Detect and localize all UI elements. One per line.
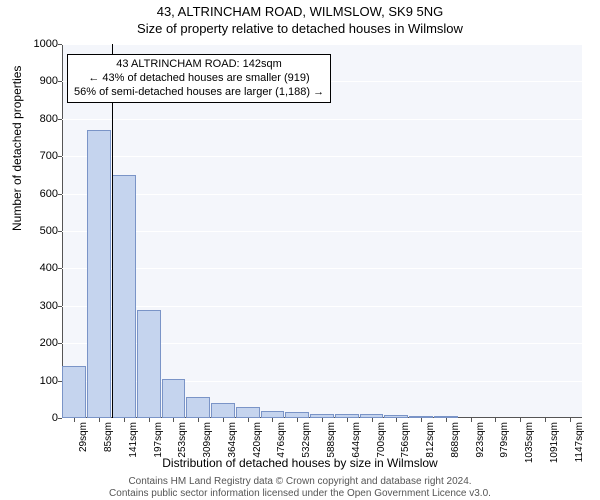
x-tick-mark <box>322 418 323 422</box>
x-tick-label: 979sqm <box>499 422 510 458</box>
y-tick-mark <box>58 81 62 82</box>
x-tick-label: 29sqm <box>78 422 89 452</box>
x-tick-label: 700sqm <box>376 422 387 458</box>
y-tick-label: 700 <box>14 150 58 162</box>
x-tick-mark <box>372 418 373 422</box>
y-tick-mark <box>58 231 62 232</box>
annotation-box: 43 ALTRINCHAM ROAD: 142sqm ← 43% of deta… <box>67 54 331 103</box>
gridline <box>62 44 582 45</box>
y-tick-mark <box>58 268 62 269</box>
y-tick-label: 900 <box>14 75 58 87</box>
x-tick-label: 309sqm <box>202 422 213 458</box>
gridline <box>62 306 582 307</box>
x-tick-label: 923sqm <box>475 422 486 458</box>
y-tick-label: 500 <box>14 225 58 237</box>
y-tick-label: 1000 <box>14 38 58 50</box>
histogram-bar <box>112 175 136 418</box>
y-tick-mark <box>58 156 62 157</box>
y-tick-mark <box>58 381 62 382</box>
x-tick-label: 1091sqm <box>549 422 560 463</box>
x-tick-mark <box>421 418 422 422</box>
gridline <box>62 268 582 269</box>
y-tick-mark <box>58 343 62 344</box>
y-tick-mark <box>58 194 62 195</box>
x-tick-label: 141sqm <box>128 422 139 458</box>
y-tick-mark <box>58 44 62 45</box>
x-tick-label: 812sqm <box>425 422 436 458</box>
annotation-line1: 43 ALTRINCHAM ROAD: 142sqm <box>74 58 324 72</box>
y-tick-label: 800 <box>14 113 58 125</box>
x-tick-mark <box>99 418 100 422</box>
x-tick-label: 756sqm <box>400 422 411 458</box>
annotation-line2: ← 43% of detached houses are smaller (91… <box>74 72 324 86</box>
y-tick-label: 0 <box>14 412 58 424</box>
x-tick-label: 364sqm <box>227 422 238 458</box>
gridline <box>62 119 582 120</box>
x-tick-label: 476sqm <box>276 422 287 458</box>
y-tick-mark <box>58 119 62 120</box>
x-tick-mark <box>495 418 496 422</box>
x-tick-mark <box>545 418 546 422</box>
y-tick-mark <box>58 306 62 307</box>
y-tick-mark <box>58 418 62 419</box>
x-tick-mark <box>471 418 472 422</box>
x-tick-mark <box>149 418 150 422</box>
x-tick-label: 868sqm <box>450 422 461 458</box>
x-tick-label: 253sqm <box>177 422 188 458</box>
y-tick-label: 300 <box>14 300 58 312</box>
x-tick-label: 532sqm <box>301 422 312 458</box>
gridline <box>62 156 582 157</box>
x-tick-mark <box>74 418 75 422</box>
histogram-bar <box>236 407 260 418</box>
histogram-bar <box>87 130 111 418</box>
x-tick-mark <box>570 418 571 422</box>
chart-container: 43, ALTRINCHAM ROAD, WILMSLOW, SK9 5NG S… <box>0 0 600 500</box>
x-tick-mark <box>396 418 397 422</box>
y-tick-label: 600 <box>14 188 58 200</box>
x-tick-mark <box>272 418 273 422</box>
histogram-bar <box>162 379 186 418</box>
x-tick-mark <box>248 418 249 422</box>
x-tick-label: 1035sqm <box>524 422 535 463</box>
page-title-line2: Size of property relative to detached ho… <box>0 20 600 37</box>
gridline <box>62 231 582 232</box>
histogram-bar <box>211 403 235 418</box>
x-tick-mark <box>297 418 298 422</box>
x-tick-label: 420sqm <box>252 422 263 458</box>
annotation-line3: 56% of semi-detached houses are larger (… <box>74 86 324 100</box>
histogram-bar <box>261 411 285 418</box>
y-tick-label: 200 <box>14 337 58 349</box>
footer: Contains HM Land Registry data © Crown c… <box>0 476 600 500</box>
footer-line1: Contains HM Land Registry data © Crown c… <box>0 476 600 488</box>
x-tick-mark <box>347 418 348 422</box>
histogram-bar <box>137 310 161 418</box>
x-tick-mark <box>446 418 447 422</box>
x-tick-label: 644sqm <box>351 422 362 458</box>
x-tick-mark <box>223 418 224 422</box>
x-tick-mark <box>124 418 125 422</box>
x-tick-label: 1147sqm <box>574 422 585 462</box>
x-tick-label: 588sqm <box>326 422 337 458</box>
histogram-bar <box>62 366 86 418</box>
x-tick-mark <box>173 418 174 422</box>
y-tick-label: 400 <box>14 262 58 274</box>
page-title-line1: 43, ALTRINCHAM ROAD, WILMSLOW, SK9 5NG <box>0 0 600 20</box>
x-tick-mark <box>520 418 521 422</box>
histogram-bar <box>186 397 210 418</box>
x-tick-mark <box>198 418 199 422</box>
footer-line2: Contains public sector information licen… <box>0 488 600 500</box>
x-tick-label: 197sqm <box>153 422 164 458</box>
y-tick-label: 100 <box>14 375 58 387</box>
gridline <box>62 194 582 195</box>
x-axis-label: Distribution of detached houses by size … <box>0 456 600 470</box>
y-axis-label: Number of detached properties <box>10 66 24 231</box>
x-tick-label: 85sqm <box>103 422 114 452</box>
